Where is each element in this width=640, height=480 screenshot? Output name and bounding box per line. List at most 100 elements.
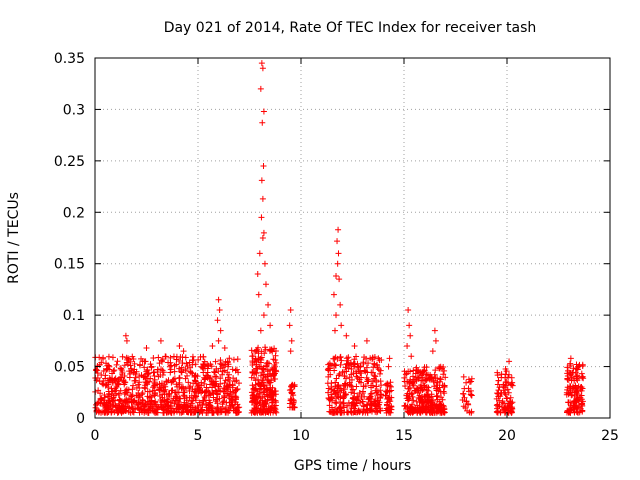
data-point [147,361,154,368]
data-point [439,382,446,389]
data-point [167,369,174,376]
data-point [176,343,183,349]
data-point [262,281,269,288]
data-point [146,394,153,401]
data-point [261,260,268,267]
data-point [226,382,233,389]
data-point [149,387,156,394]
data-point [333,312,340,319]
data-point [225,363,232,370]
data-point [135,394,142,401]
data-point [179,359,186,366]
data-point [216,307,223,313]
data-point [337,361,344,368]
data-point [353,368,360,375]
data-point [140,397,147,404]
data-point [468,392,475,399]
data-point [171,362,178,369]
data-point [192,406,199,413]
data-point [407,407,414,414]
data-point [408,391,415,398]
data-point [248,347,255,354]
data-point [186,359,193,366]
data-point [155,404,162,411]
data-point [251,385,258,392]
x-tick-label: 20 [498,428,516,444]
data-point [212,358,219,365]
data-point [230,356,237,363]
data-point [98,372,105,379]
data-point [439,396,446,403]
data-point [262,408,269,415]
data-point [130,382,137,389]
data-point [331,327,338,334]
data-point [505,371,512,378]
data-point [263,363,270,370]
data-point [132,374,139,381]
data-point [96,378,103,385]
data-point [195,356,202,363]
data-point [113,361,120,368]
data-point [209,409,216,416]
data-point [174,383,181,390]
x-tick-label: 15 [395,428,413,444]
data-point [212,373,219,380]
data-point [350,386,357,393]
data-point [432,337,439,344]
data-point [104,379,111,386]
data-point [421,382,428,389]
data-point [235,380,242,387]
data-point [203,384,210,391]
data-point [466,379,473,385]
data-point [174,389,181,396]
data-point [151,401,158,408]
data-point [441,367,448,374]
data-point [158,405,165,412]
data-point [121,381,128,388]
data-point [369,382,376,389]
data-point [225,407,232,414]
data-point [573,389,580,396]
data-point [155,373,162,380]
data-point [272,376,279,383]
data-point [346,362,353,369]
data-point [217,409,224,416]
data-point [265,301,272,308]
data-point [423,409,430,416]
data-point [144,370,151,377]
data-point [265,380,272,387]
data-point [468,375,475,382]
data-point [501,389,508,396]
data-point [579,402,586,409]
data-point [100,402,107,409]
data-point [273,409,280,416]
data-point [354,360,361,367]
data-point [378,356,385,363]
data-point [128,404,135,411]
data-point [269,396,276,403]
data-point [197,408,204,415]
data-point [287,348,294,355]
data-point [567,355,574,362]
data-point [338,322,345,329]
data-point [214,405,221,412]
data-point [404,397,411,404]
data-point [229,384,236,391]
data-point [98,397,105,404]
data-point [134,402,141,409]
data-point [267,322,274,329]
data-point [262,397,269,404]
data-point [568,374,575,381]
data-point [579,373,586,380]
data-point [114,358,121,365]
y-tick-label: 0.15 [54,257,85,273]
data-point [272,397,279,404]
data-point [361,393,368,400]
data-point [367,399,374,406]
data-point [348,365,355,372]
data-point [257,85,264,92]
data-point [249,370,256,377]
data-point [156,387,163,394]
data-point [353,353,360,360]
data-point [383,389,390,396]
